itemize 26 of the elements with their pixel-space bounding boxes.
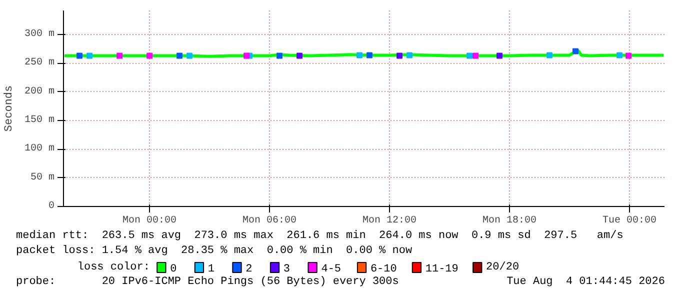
legend-label: 6-10	[370, 264, 397, 276]
legend-label: 11-19	[425, 264, 458, 276]
y-tick-label: 0	[48, 201, 55, 212]
x-tick-label: Mon 00:00	[122, 216, 177, 226]
y-tick-label: 150 m	[24, 115, 55, 126]
x-tick-label: Mon 06:00	[242, 216, 297, 226]
legend-title: loss color:	[77, 262, 150, 274]
y-tick-label: 300 m	[24, 29, 55, 40]
x-tick-label: Mon 18:00	[482, 216, 537, 226]
x-tick-label: Mon 12:00	[362, 216, 417, 226]
text: probe: 20 IPv6-ICMP Echo Pings (56 Bytes) every 300s	[16, 275, 399, 289]
y-tick-label: 50 m	[30, 172, 55, 184]
legend-label: 20/20	[486, 262, 520, 274]
legend-label: 1	[208, 264, 215, 276]
x-tick-label: Tue 00:00	[602, 216, 657, 226]
y-tick-label: 100 m	[24, 144, 55, 155]
legend-label: 4-5	[321, 264, 342, 276]
text: Tue Aug 4 01:44:45 2026	[506, 275, 665, 289]
legend-label: 3	[283, 264, 290, 276]
text: median rtt: 263.5 ms avg 273.0 ms max 261.6 ms min 264.0 ms now 0.9 ms sd 297.5 am/s	[15, 229, 624, 243]
text: packet loss: 1.54 % avg 28.35 % max 0.00 % min 0.00 % now	[15, 244, 412, 258]
legend-label: 2	[246, 264, 252, 276]
y-axis-title: Seconds	[3, 85, 16, 132]
y-tick-label: 250 m	[24, 58, 55, 69]
legend-label: 0	[170, 264, 177, 276]
y-tick-label: 200 m	[24, 86, 55, 98]
